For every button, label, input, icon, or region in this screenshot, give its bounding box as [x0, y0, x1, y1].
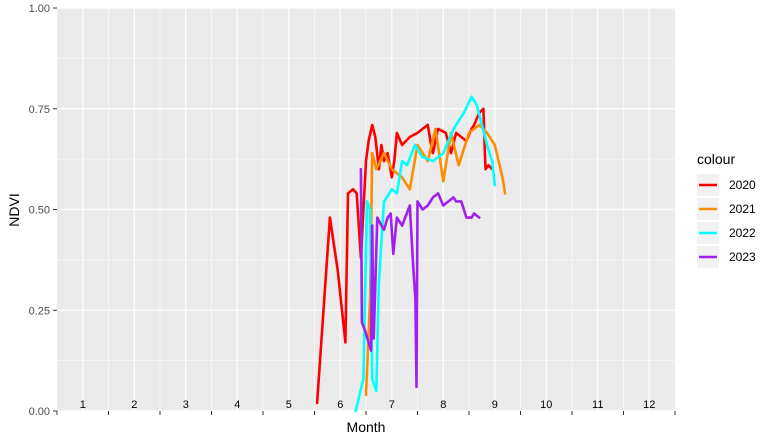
x-axis-ticks	[56, 411, 676, 415]
legend-label-2020: 2020	[729, 178, 756, 192]
series-line-2021	[364, 123, 507, 397]
month-label: 3	[183, 399, 189, 411]
month-label: 2	[131, 399, 137, 411]
series-line-2023	[359, 167, 481, 389]
y-tick-label: 0.50	[29, 205, 50, 217]
month-labels: 1 2 3 4 5 6 7 8 9 10 11 12	[80, 399, 656, 411]
y-axis-title: NDVI	[6, 193, 22, 226]
legend-label-2023: 2023	[729, 250, 756, 264]
legend-label-2021: 2021	[729, 202, 756, 216]
legend-label-2022: 2022	[729, 226, 756, 240]
x-axis-title: Month	[347, 419, 386, 435]
y-tick-label: 0.00	[29, 406, 50, 418]
month-label: 6	[337, 399, 343, 411]
month-label: 11	[592, 399, 603, 411]
month-label: 9	[492, 399, 498, 411]
month-label: 10	[540, 399, 552, 411]
y-tick-label: 0.25	[29, 305, 50, 317]
month-label: 12	[643, 399, 655, 411]
series-line-2020	[315, 107, 494, 405]
series-layer	[315, 95, 507, 413]
y-axis: 0.00 0.25 0.50 0.75 1.00	[29, 3, 57, 418]
y-tick-label: 0.75	[29, 104, 50, 116]
legend: colour 2020 2021 2022 2023	[697, 151, 756, 268]
month-label: 1	[80, 399, 86, 411]
month-label: 7	[389, 399, 395, 411]
y-tick-label: 1.00	[29, 3, 50, 15]
month-label: 5	[286, 399, 292, 411]
month-label: 4	[234, 399, 240, 411]
month-label: 8	[440, 399, 446, 411]
legend-title: colour	[697, 151, 735, 167]
